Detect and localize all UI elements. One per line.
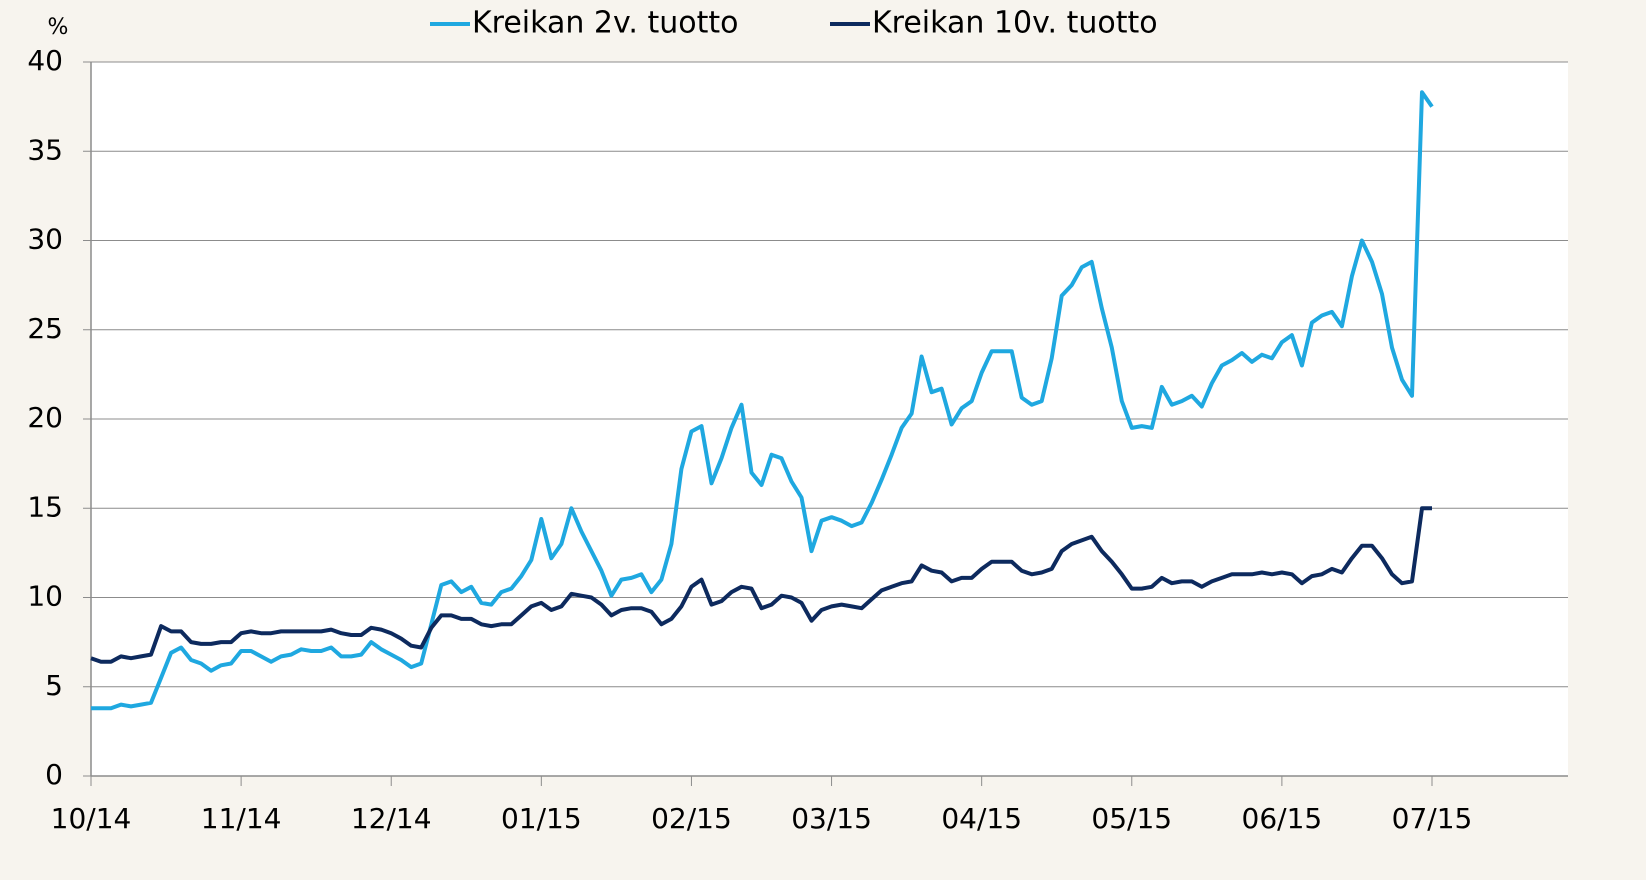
legend-label: Kreikan 10v. tuotto [872,6,1158,41]
x-tick-label: 05/15 [1091,802,1172,835]
x-tick-label: 11/14 [201,802,282,835]
y-tick-label: 40 [27,44,63,77]
x-tick-label: 03/15 [791,802,872,835]
x-tick-label: 12/14 [351,802,432,835]
x-tick-label: 02/15 [651,802,732,835]
x-tick-label: 07/15 [1392,802,1473,835]
y-tick-label: 10 [27,580,63,613]
y-tick-label: 30 [27,223,63,256]
x-tick-label: 10/14 [51,802,132,835]
y-tick-label: 0 [45,758,63,791]
y-tick-label: 25 [27,312,63,345]
x-tick-label: 06/15 [1242,802,1323,835]
y-tick-label: 5 [45,669,63,702]
series-line [90,506,1432,664]
x-tick-label: 01/15 [501,802,582,835]
y-tick-label: 20 [27,401,63,434]
y-axis-label: % [48,15,69,40]
x-tick-label: 04/15 [941,802,1022,835]
y-tick-label: 35 [27,133,63,166]
y-tick-label: 15 [27,490,63,523]
legend-label: Kreikan 2v. tuotto [472,6,739,41]
series-line [91,90,1434,711]
